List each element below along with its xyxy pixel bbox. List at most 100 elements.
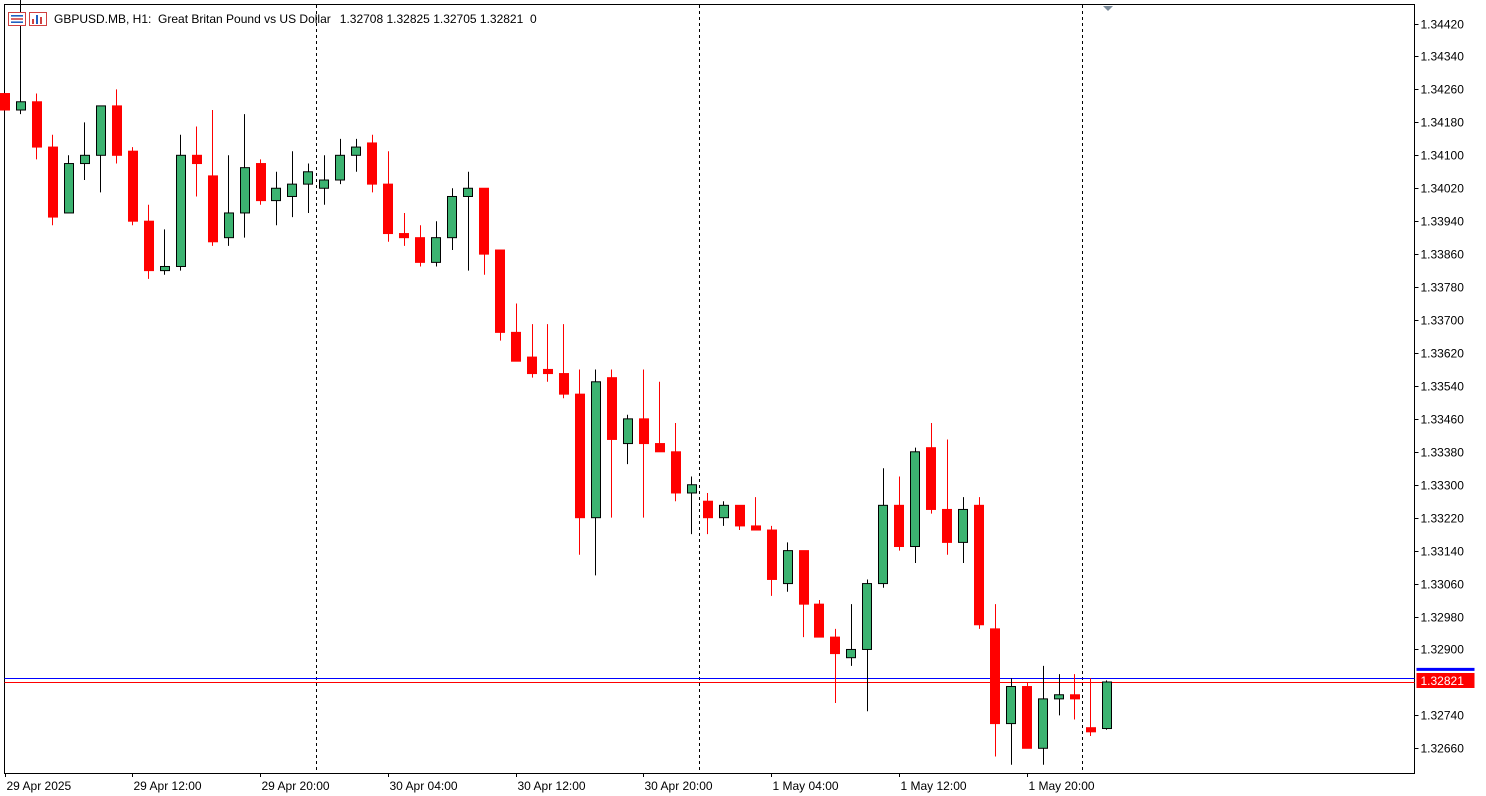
- candle-body-bull: [96, 105, 106, 156]
- candle-body-bull: [846, 648, 856, 659]
- candle[interactable]: [144, 204, 154, 279]
- candle[interactable]: [703, 492, 713, 535]
- candle[interactable]: [830, 628, 840, 703]
- candle-body-bull: [224, 212, 234, 239]
- candle[interactable]: [735, 504, 745, 531]
- candle[interactable]: [399, 212, 409, 246]
- candle-body-bear: [208, 175, 218, 243]
- candle[interactable]: [926, 422, 936, 514]
- candle-body-bear: [415, 237, 425, 263]
- time-axis[interactable]: 29 Apr 2025 29 Apr 12:00 29 Apr 20:00 30 Ap…: [5, 773, 1095, 793]
- candle[interactable]: [208, 110, 218, 246]
- candle[interactable]: [176, 134, 186, 271]
- candle[interactable]: [240, 114, 250, 238]
- candle[interactable]: [862, 579, 872, 712]
- candle[interactable]: [1054, 674, 1064, 716]
- candle[interactable]: [767, 525, 777, 596]
- candle-body-bear: [48, 146, 58, 218]
- time-tick-label: 1 May 20:00: [1029, 779, 1095, 793]
- candle[interactable]: [128, 147, 138, 226]
- price-tick-label: 1.34260: [1421, 83, 1465, 97]
- candle[interactable]: [591, 369, 601, 576]
- candle[interactable]: [751, 497, 761, 531]
- candle[interactable]: [0, 93, 10, 111]
- candle[interactable]: [814, 600, 824, 638]
- shift-marker-icon[interactable]: [1103, 6, 1113, 11]
- candle-body-bear: [1086, 727, 1096, 733]
- candle[interactable]: [878, 468, 888, 588]
- candle[interactable]: [894, 476, 904, 551]
- candle-body-bear: [1070, 694, 1080, 700]
- candle[interactable]: [367, 134, 377, 193]
- candle[interactable]: [112, 89, 122, 164]
- candle[interactable]: [783, 542, 793, 592]
- candle[interactable]: [527, 324, 537, 378]
- candle[interactable]: [431, 221, 441, 267]
- candle-body-bear: [655, 443, 665, 453]
- candles[interactable]: [0, 0, 1112, 765]
- candle[interactable]: [942, 439, 952, 555]
- chart-menu-icon[interactable]: [8, 12, 26, 26]
- candle[interactable]: [1038, 665, 1048, 765]
- candle[interactable]: [958, 497, 968, 563]
- candle[interactable]: [192, 126, 202, 197]
- candle[interactable]: [607, 369, 617, 518]
- candle[interactable]: [383, 151, 393, 242]
- candle[interactable]: [974, 497, 984, 629]
- candle[interactable]: [495, 249, 505, 341]
- candle[interactable]: [80, 122, 90, 181]
- candle[interactable]: [687, 476, 697, 535]
- price-tick-label: 1.34180: [1421, 116, 1465, 130]
- candle[interactable]: [256, 159, 266, 205]
- indicator-list-icon[interactable]: [29, 12, 47, 26]
- price-tick-label: 1.34340: [1421, 50, 1465, 64]
- candle[interactable]: [1086, 678, 1096, 736]
- candle[interactable]: [543, 324, 553, 382]
- candle[interactable]: [287, 151, 297, 218]
- candle-body-bull: [958, 508, 968, 543]
- candle[interactable]: [1006, 678, 1016, 765]
- candle[interactable]: [799, 550, 809, 638]
- candle[interactable]: [671, 422, 681, 502]
- candle-body-bear: [926, 447, 936, 510]
- candle-body-bear: [192, 154, 202, 165]
- candle[interactable]: [639, 369, 649, 518]
- candle[interactable]: [623, 414, 633, 465]
- candle[interactable]: [1022, 682, 1032, 749]
- candle-body-bear: [1022, 686, 1032, 749]
- candle[interactable]: [1070, 674, 1080, 720]
- candle[interactable]: [303, 163, 313, 213]
- candle[interactable]: [719, 501, 729, 526]
- candle[interactable]: [335, 138, 345, 185]
- price-tick-label: 1.33060: [1421, 578, 1465, 592]
- candle[interactable]: [271, 171, 281, 226]
- candle[interactable]: [575, 369, 585, 555]
- candle[interactable]: [846, 604, 856, 666]
- candle[interactable]: [1102, 680, 1112, 730]
- candle[interactable]: [32, 93, 42, 160]
- current-price-text: 1.32821: [1421, 674, 1465, 688]
- candle[interactable]: [655, 381, 665, 453]
- candle[interactable]: [64, 155, 74, 214]
- candle[interactable]: [319, 155, 329, 205]
- candle-body-bear: [671, 451, 681, 494]
- candle[interactable]: [224, 155, 234, 246]
- candle[interactable]: [415, 225, 425, 267]
- candle[interactable]: [160, 229, 170, 275]
- candle[interactable]: [511, 303, 521, 362]
- candle[interactable]: [990, 604, 1000, 757]
- candle[interactable]: [559, 324, 569, 399]
- candle[interactable]: [910, 447, 920, 563]
- candle-body-bull: [80, 154, 90, 165]
- candle[interactable]: [463, 171, 473, 271]
- candle-body-bear: [128, 150, 138, 222]
- candle[interactable]: [96, 105, 106, 193]
- candle[interactable]: [479, 187, 489, 275]
- candle[interactable]: [48, 134, 58, 226]
- candle[interactable]: [447, 188, 457, 251]
- price-axis[interactable]: 1.34420 1.34340 1.34260 1.34180 1.34100 1.340…: [1414, 18, 1475, 756]
- candle-body-bull: [687, 484, 697, 494]
- candle[interactable]: [351, 138, 361, 172]
- candle-body-bear: [144, 220, 154, 272]
